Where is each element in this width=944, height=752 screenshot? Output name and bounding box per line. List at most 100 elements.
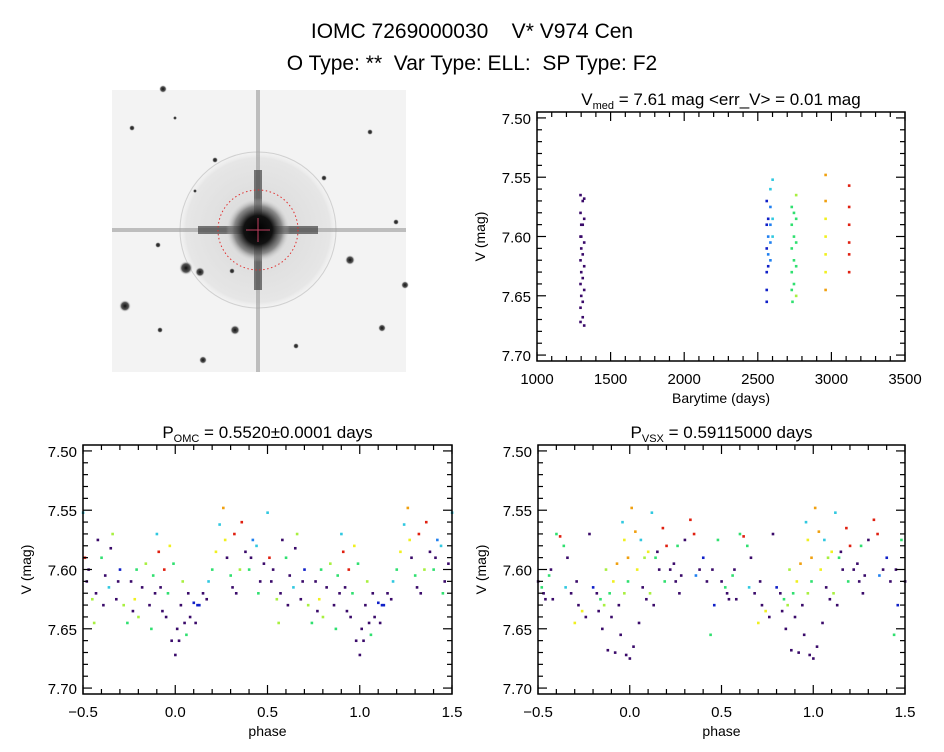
data-point [582, 241, 586, 244]
phase-omc-chart: −0.5 0.0 0.5 1.0 1.5 7.50 7.55 7.60 7.65 7.70 phas… [18, 423, 462, 739]
data-point [281, 538, 284, 542]
data-point [628, 657, 632, 660]
data-point [436, 538, 439, 542]
data-point [790, 247, 794, 250]
data-point [769, 259, 772, 262]
title-subscript: OMC [174, 433, 200, 445]
data-point [419, 592, 423, 595]
data-point [765, 223, 769, 227]
data-point [847, 184, 851, 187]
data-point [837, 556, 841, 560]
data-point [674, 580, 678, 583]
data-point [857, 580, 861, 583]
data-point [434, 556, 437, 560]
data-point [249, 556, 253, 560]
data-point [210, 568, 214, 571]
data-point [613, 651, 617, 654]
data-point [579, 193, 582, 197]
data-point [630, 506, 633, 510]
data-point [399, 550, 402, 554]
data-point [626, 580, 630, 583]
data-point [769, 187, 772, 191]
data-point [790, 223, 794, 227]
data-point [579, 235, 583, 238]
data-point [564, 586, 567, 589]
data-point [540, 586, 544, 589]
data-point [806, 538, 810, 542]
data-point [369, 633, 373, 637]
data-point [299, 597, 303, 601]
data-point [579, 306, 582, 310]
data-point [218, 523, 221, 526]
y-tick-label: 7.65 [503, 622, 532, 639]
y-tick-label: 7.50 [502, 111, 531, 128]
data-point [794, 193, 798, 197]
data-point [408, 538, 411, 542]
data-point [742, 535, 745, 538]
background-star [199, 356, 207, 364]
data-point [727, 597, 731, 601]
data-point [544, 597, 547, 601]
data-point [547, 574, 551, 577]
target-circle [217, 189, 299, 271]
data-point [794, 241, 798, 244]
data-point [153, 592, 157, 595]
data-point [806, 592, 810, 595]
y-tick-label: 7.65 [48, 622, 77, 639]
data-point [766, 235, 770, 238]
data-point [186, 592, 190, 595]
data-point [336, 574, 340, 577]
data-point [269, 580, 273, 583]
y-tick-label: 7.70 [503, 681, 532, 698]
data-point [848, 544, 852, 548]
data-point [268, 556, 271, 560]
data-point [314, 580, 317, 583]
data-point [334, 627, 338, 631]
data-point [102, 603, 105, 607]
data-point [255, 544, 258, 548]
x-tick-label: 0.0 [165, 704, 186, 721]
data-point [610, 615, 613, 619]
data-point [867, 538, 870, 542]
data-point [852, 568, 856, 571]
data-point [786, 603, 789, 607]
data-point [601, 627, 604, 631]
data-point [316, 609, 319, 613]
data-point [549, 568, 553, 571]
title-main: V [581, 90, 593, 109]
title-rest: = 0.59115000 days [664, 423, 813, 442]
data-point [577, 603, 580, 607]
data-point [413, 574, 417, 577]
data-point [900, 538, 903, 542]
data-point [799, 562, 802, 565]
data-point [135, 568, 138, 571]
data-point [234, 592, 238, 595]
data-point [581, 276, 585, 280]
data-point [794, 294, 798, 298]
y-tick-label: 7.60 [502, 230, 531, 247]
x-tick-label: 1000 [520, 371, 553, 388]
data-point [410, 556, 413, 560]
data-point [126, 621, 129, 625]
data-point [231, 586, 234, 589]
data-point [885, 556, 889, 560]
data-point [258, 580, 262, 583]
data-point [579, 270, 583, 274]
background-star [401, 281, 409, 289]
data-point [639, 538, 643, 542]
background-star [155, 242, 161, 248]
data-point [150, 627, 153, 631]
data-point [745, 544, 749, 548]
data-point [768, 615, 771, 619]
x-tick-label: 1500 [594, 371, 627, 388]
data-point [373, 615, 376, 619]
data-point [238, 568, 242, 571]
data-point [784, 627, 788, 631]
data-point [602, 603, 606, 607]
x-tick-label: 1.0 [803, 704, 824, 721]
data-point [791, 592, 795, 595]
data-point [343, 586, 347, 589]
data-point [356, 562, 360, 565]
x-tick-label: 3000 [815, 371, 848, 388]
data-point [122, 603, 125, 607]
